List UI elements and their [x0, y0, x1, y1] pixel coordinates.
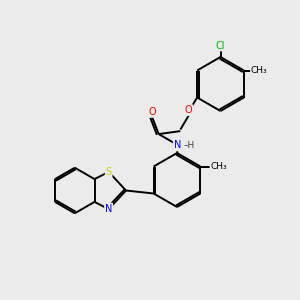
Text: –H: –H [183, 141, 194, 150]
Text: S: S [106, 167, 112, 177]
Text: CH₃: CH₃ [251, 66, 268, 75]
Text: N: N [174, 140, 181, 151]
Text: N: N [105, 203, 112, 214]
Text: Cl: Cl [216, 40, 225, 51]
Text: CH₃: CH₃ [210, 162, 227, 171]
Text: O: O [148, 107, 156, 117]
Text: O: O [185, 105, 193, 115]
